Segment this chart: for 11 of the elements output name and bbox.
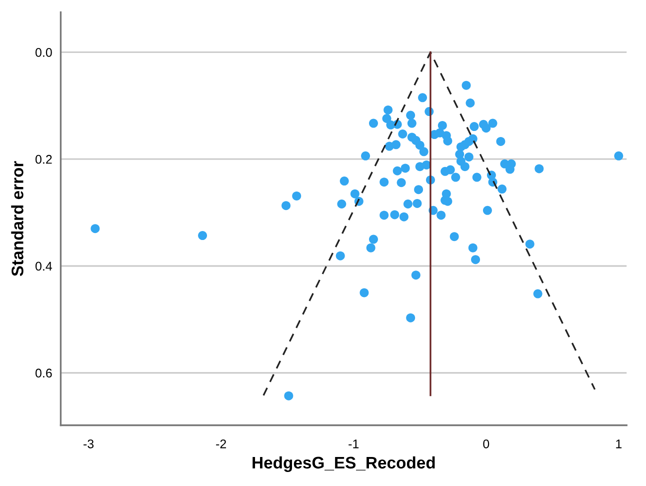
y-tick-label: 0.4 <box>36 262 52 271</box>
x-tick-label: -1 <box>348 440 359 448</box>
y-axis-title: Standard error <box>11 161 24 276</box>
x-tick-label: -3 <box>84 439 94 448</box>
x-axis-title: HedgesG_ES_Recoded <box>252 456 435 472</box>
x-tick-label: 0 <box>483 439 490 448</box>
x-tick-label: -2 <box>216 439 226 448</box>
y-tick-label: 0.6 <box>36 368 52 378</box>
y-tick-label: 0.0 <box>36 48 52 57</box>
x-tick-label: 1 <box>616 440 622 448</box>
y-tick-label: 0.2 <box>36 154 52 164</box>
